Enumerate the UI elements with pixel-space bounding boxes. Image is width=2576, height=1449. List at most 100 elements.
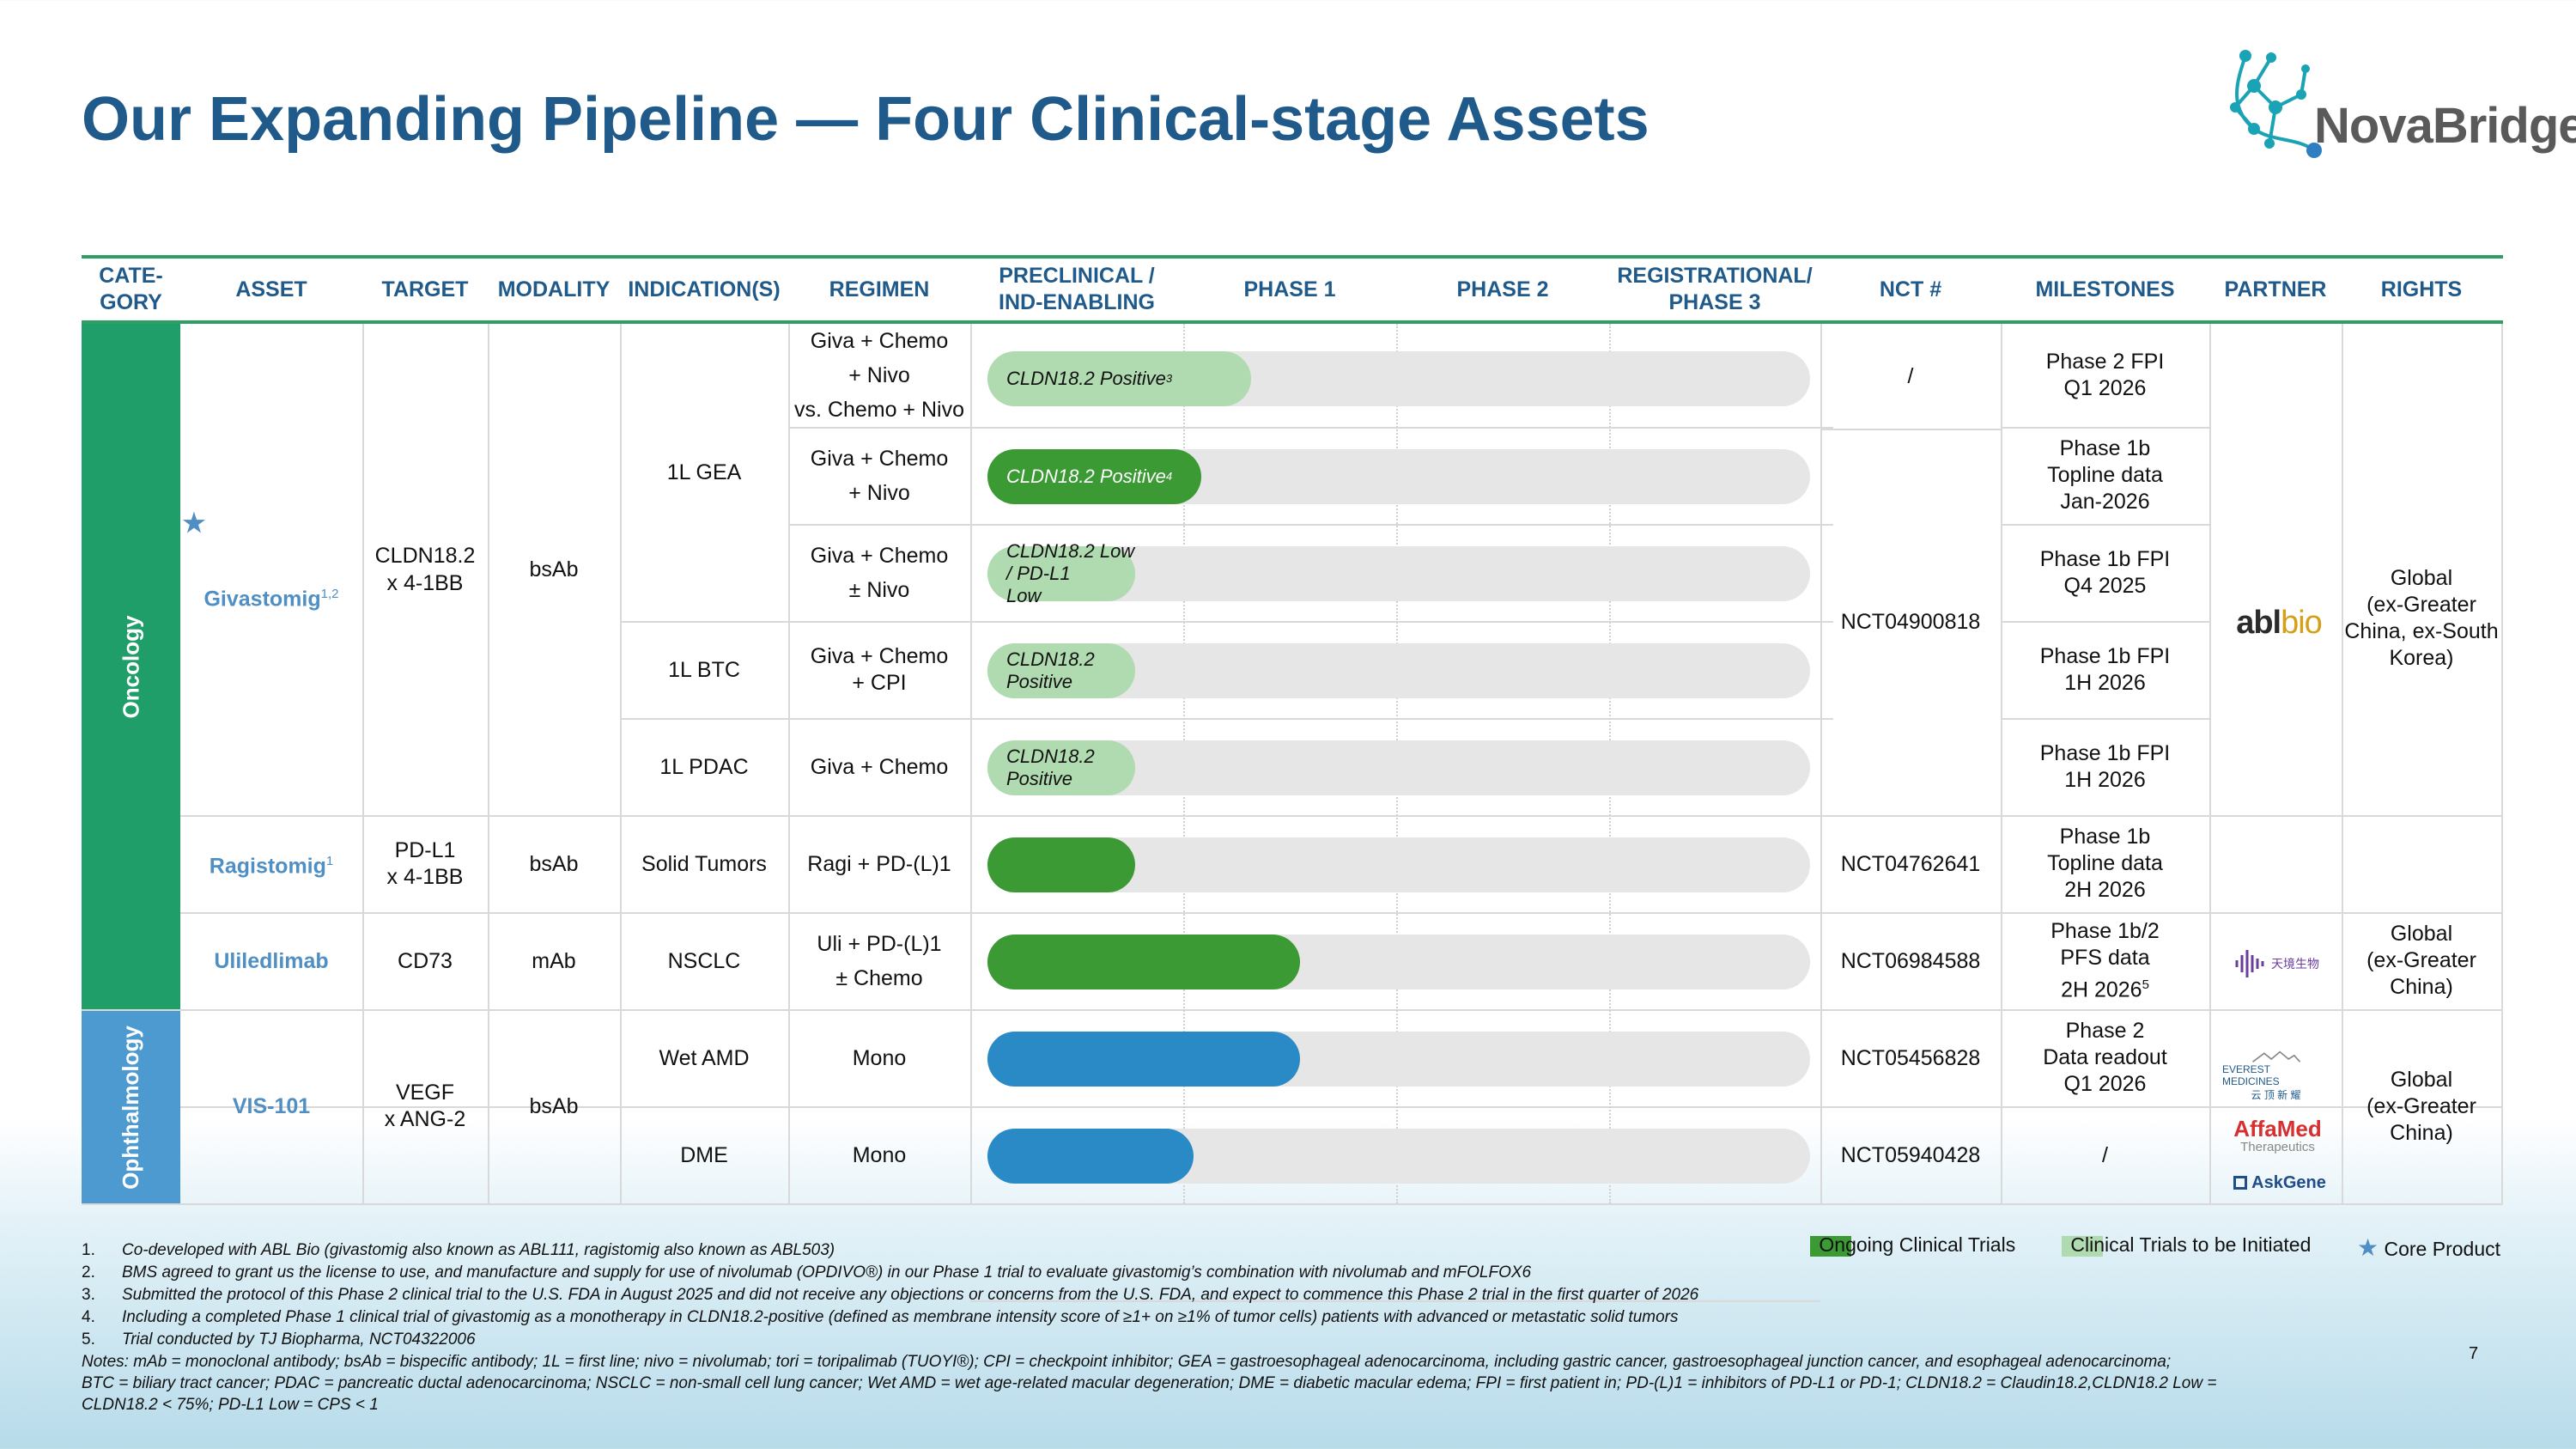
progress-bar: CLDN18.2 Positive [987,740,1135,795]
header-phase2: PHASE 2 [1456,277,1549,301]
askgene-logo: AskGene [2228,1168,2331,1197]
modality-uliledlimab: mAb [532,948,576,973]
legend-core-product: ★ Core Product [2357,1234,2501,1261]
regimen-row-9: Mono [852,1142,907,1167]
milestone-row-1: Phase 2 FPI Q1 2026 [2045,350,2165,400]
milestone-row-6: Phase 1b Topline data 2H 2026 [2047,825,2163,902]
header-phase3: REGISTRATIONAL/ PHASE 3 [1617,264,1813,314]
nct-vis101-dme: NCT05940428 [1840,1142,1981,1167]
milestone-row-7: Phase 1b/2 PFS data 2H 20265 [2050,918,2160,1002]
progress-bar: CLDN18.2 Low / PD-L1 Low [987,540,1135,606]
footnote: 2. BMS agreed to grant us the license to … [82,1263,1532,1282]
abl-bio-logo: abl bio [2236,604,2323,641]
modality-givastomig: bsAb [529,557,579,581]
nct-ragistomig: NCT04762641 [1840,851,1981,876]
header-asset: ASSET [235,277,307,301]
header-milestones: MILESTONES [2035,277,2175,301]
regimen-row-8: Mono [852,1045,907,1070]
header-regimen: REGIMEN [829,277,930,301]
progress-bar: CLDN18.2 Positive 4 [987,449,1201,504]
target-givastomig: CLDN18.2 x 4-1BB [374,544,476,595]
page-title: Our Expanding Pipeline — Four Clinical-s… [82,85,1649,154]
header-rights: RIGHTS [2380,277,2463,301]
header-modality: MODALITY [497,277,611,301]
milestone-row-9: / [2102,1142,2108,1167]
progress-bar [987,1129,1194,1184]
legend-ongoing: Ongoing Clinical Trials [1810,1233,2015,1257]
molecule-network-icon [2230,50,2322,158]
progress-bar [987,1032,1300,1087]
header-top-rule [82,255,2503,259]
core-product-star-icon: ★ [2357,1234,2379,1261]
footnotes: 1. Co-developed with ABL Bio (givastomig … [82,1239,2486,1416]
nct-row-1: / [1907,364,1914,388]
header-target: TARGET [381,277,469,301]
tj-waveform-icon [2235,950,2264,977]
header-phase1: PHASE 1 [1243,277,1336,301]
novabridge-logo: NovaBridge [2220,47,2576,163]
milestone-row-8: Phase 2 Data readout Q1 2026 [2043,1019,2167,1096]
legend-initiated-swatch [2062,1235,2103,1257]
mountain-icon [2251,1050,2300,1062]
category-oncology: Oncology [82,324,180,1009]
askgene-square-icon [2233,1176,2248,1190]
target-ragistomig: PD-L1 x 4-1BB [386,837,464,889]
header-category: CATE- GORY [99,264,163,314]
regimen-row-1: Giva + Chemo + Nivo vs. Chemo + Nivo [794,329,964,422]
milestone-row-3: Phase 1b FPI Q4 2025 [2039,546,2171,598]
affamed-logo: AffaMed Therapeutics [2233,1116,2322,1154]
logo-wordmark: NovaBridge [2314,98,2576,154]
regimen-row-7: Uli + PD-(L)1 ± Chemo [817,931,942,990]
indication-wet-amd: Wet AMD [659,1045,750,1070]
progress-bar [987,837,1135,892]
asset-ragistomig: Ragistomig1 [209,853,334,879]
legend-ongoing-swatch [1810,1235,1851,1257]
modality-vis101: bsAb [529,1094,579,1118]
asset-uliledlimab: Uliledlimab [214,948,329,973]
asset-givastomig: ★ Givastomig1,2 [182,509,339,612]
progress-bar [987,935,1300,989]
target-vis101: VEGF x ANG-2 [384,1081,466,1131]
footnote: 3. Submitted the protocol of this Phase 2… [82,1286,1699,1304]
nct-givastomig: NCT04900818 [1840,610,1981,634]
abbreviations-note: Notes: mAb = monoclonal antibody; bsAb =… [82,1353,2217,1414]
footnote: 5. Trial conducted by TJ Biopharma, NCT04… [82,1330,476,1349]
header-indication: INDICATION(S) [628,277,781,301]
progress-bar: CLDN18.2 Positive 3 [987,351,1251,406]
milestone-row-4: Phase 1b FPI 1H 2026 [2039,643,2171,695]
regimen-row-6: Ragi + PD-(L)1 [807,851,951,876]
target-uliledlimab: CD73 [398,948,453,973]
header-partner: PARTNER [2224,277,2327,301]
core-product-star-icon: ★ [182,509,206,539]
regimen-row-5: Giva + Chemo [810,754,949,779]
page-number: 7 [2469,1344,2479,1363]
legend-to-be-initiated: Clinical Trials to be Initiated [2062,1233,2311,1257]
regimen-row-3: Giva + Chemo ± Nivo [810,543,949,602]
header-nct: NCT # [1879,277,1942,301]
rights-uliledlimab: Global (ex-Greater China) [2366,922,2476,999]
asset-vis101: VIS-101 [232,1094,311,1118]
tj-biopharma-logo: 天境生物 [2229,943,2324,984]
milestone-row-2: Phase 1b Topline data Jan-2026 [2047,436,2163,514]
indication-solid-tumors: Solid Tumors [641,851,767,876]
footnote: 1. Co-developed with ABL Bio (givastomig … [82,1241,835,1259]
category-ophthalmology: Ophthalmology [82,1011,180,1203]
everest-medicines-logo: EVEREST MEDICINES 云 顶 新 耀 [2222,1050,2330,1102]
rights-vis101: Global (ex-Greater China) [2366,1067,2476,1145]
indication-nsclc: NSCLC [667,948,741,973]
rights-abl-assets: Global (ex-Greater China, ex-South Korea… [2344,565,2499,670]
indication-gea: 1L GEA [666,460,742,484]
milestone-row-5: Phase 1b FPI 1H 2026 [2039,740,2171,792]
footnote: 4. Including a completed Phase 1 clinical… [82,1308,1679,1326]
progress-bar: CLDN18.2 Positive [987,643,1135,698]
regimen-row-2: Giva + Chemo + Nivo [810,446,949,505]
indication-pdac: 1L PDAC [659,754,749,779]
header-bottom-rule [82,320,2503,324]
nct-vis101-wet-amd: NCT05456828 [1840,1045,1981,1070]
modality-ragistomig: bsAb [529,851,579,876]
header-preclinical: PRECLINICAL / IND-ENABLING [999,264,1155,314]
indication-btc: 1L BTC [668,657,740,682]
indication-dme: DME [680,1142,728,1167]
regimen-row-4: Giva + Chemo + CPI [810,643,949,695]
nct-uliledlimab: NCT06984588 [1840,948,1981,973]
